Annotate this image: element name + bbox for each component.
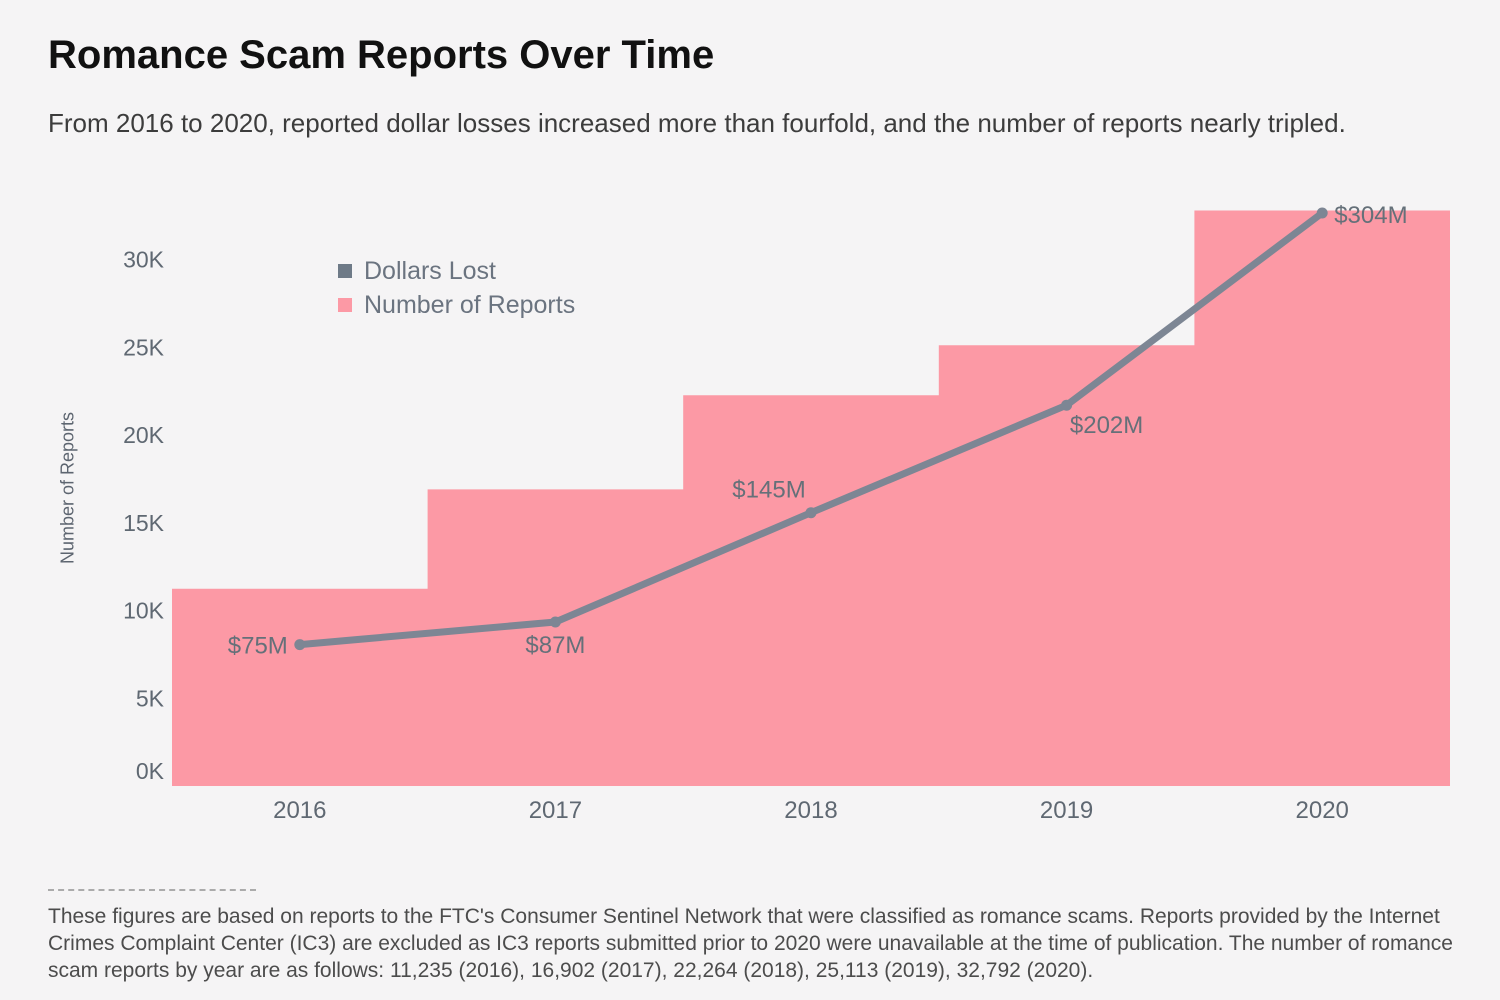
legend-swatch-icon — [338, 264, 352, 278]
legend-label: Dollars Lost — [364, 256, 496, 285]
x-tick-label: 2019 — [1040, 797, 1093, 824]
dollar-value-label: $202M — [1070, 412, 1143, 439]
page-title: Romance Scam Reports Over Time — [48, 33, 715, 77]
chart-legend: Dollars Lost Number of Reports — [338, 254, 575, 322]
footnote-separator — [48, 889, 256, 891]
page-subtitle: From 2016 to 2020, reported dollar losse… — [48, 108, 1346, 138]
dollar-value-label: $87M — [525, 632, 585, 659]
y-tick-label: 0K — [136, 758, 165, 784]
y-tick-label: 10K — [123, 598, 165, 624]
y-tick-label: 25K — [123, 334, 165, 360]
data-point-dot — [294, 639, 306, 651]
data-point-dot — [1061, 399, 1073, 411]
y-axis-title: Number of Reports — [57, 411, 78, 565]
y-tick-label: 15K — [123, 510, 165, 536]
legend-label: Number of Reports — [364, 290, 576, 319]
y-tick-label: 30K — [123, 247, 165, 273]
legend-item-dollars-lost: Dollars Lost — [338, 254, 575, 288]
data-point-dot — [1316, 207, 1328, 219]
y-tick-label: 5K — [136, 685, 165, 711]
data-point-dot — [549, 616, 561, 628]
x-tick-label: 2017 — [529, 797, 582, 824]
dollar-value-label: $75M — [228, 633, 288, 660]
legend-swatch-icon — [338, 298, 352, 312]
x-tick-label: 2020 — [1296, 797, 1349, 824]
data-point-dot — [805, 507, 817, 519]
footnote-text: These figures are based on reports to th… — [48, 905, 1453, 982]
x-tick-label: 2018 — [784, 797, 837, 824]
legend-item-number-of-reports: Number of Reports — [338, 288, 575, 322]
dollar-value-label: $304M — [1334, 202, 1407, 229]
x-tick-label: 2016 — [273, 797, 326, 824]
y-tick-label: 20K — [123, 422, 165, 448]
dollar-value-label: $145M — [732, 477, 805, 504]
